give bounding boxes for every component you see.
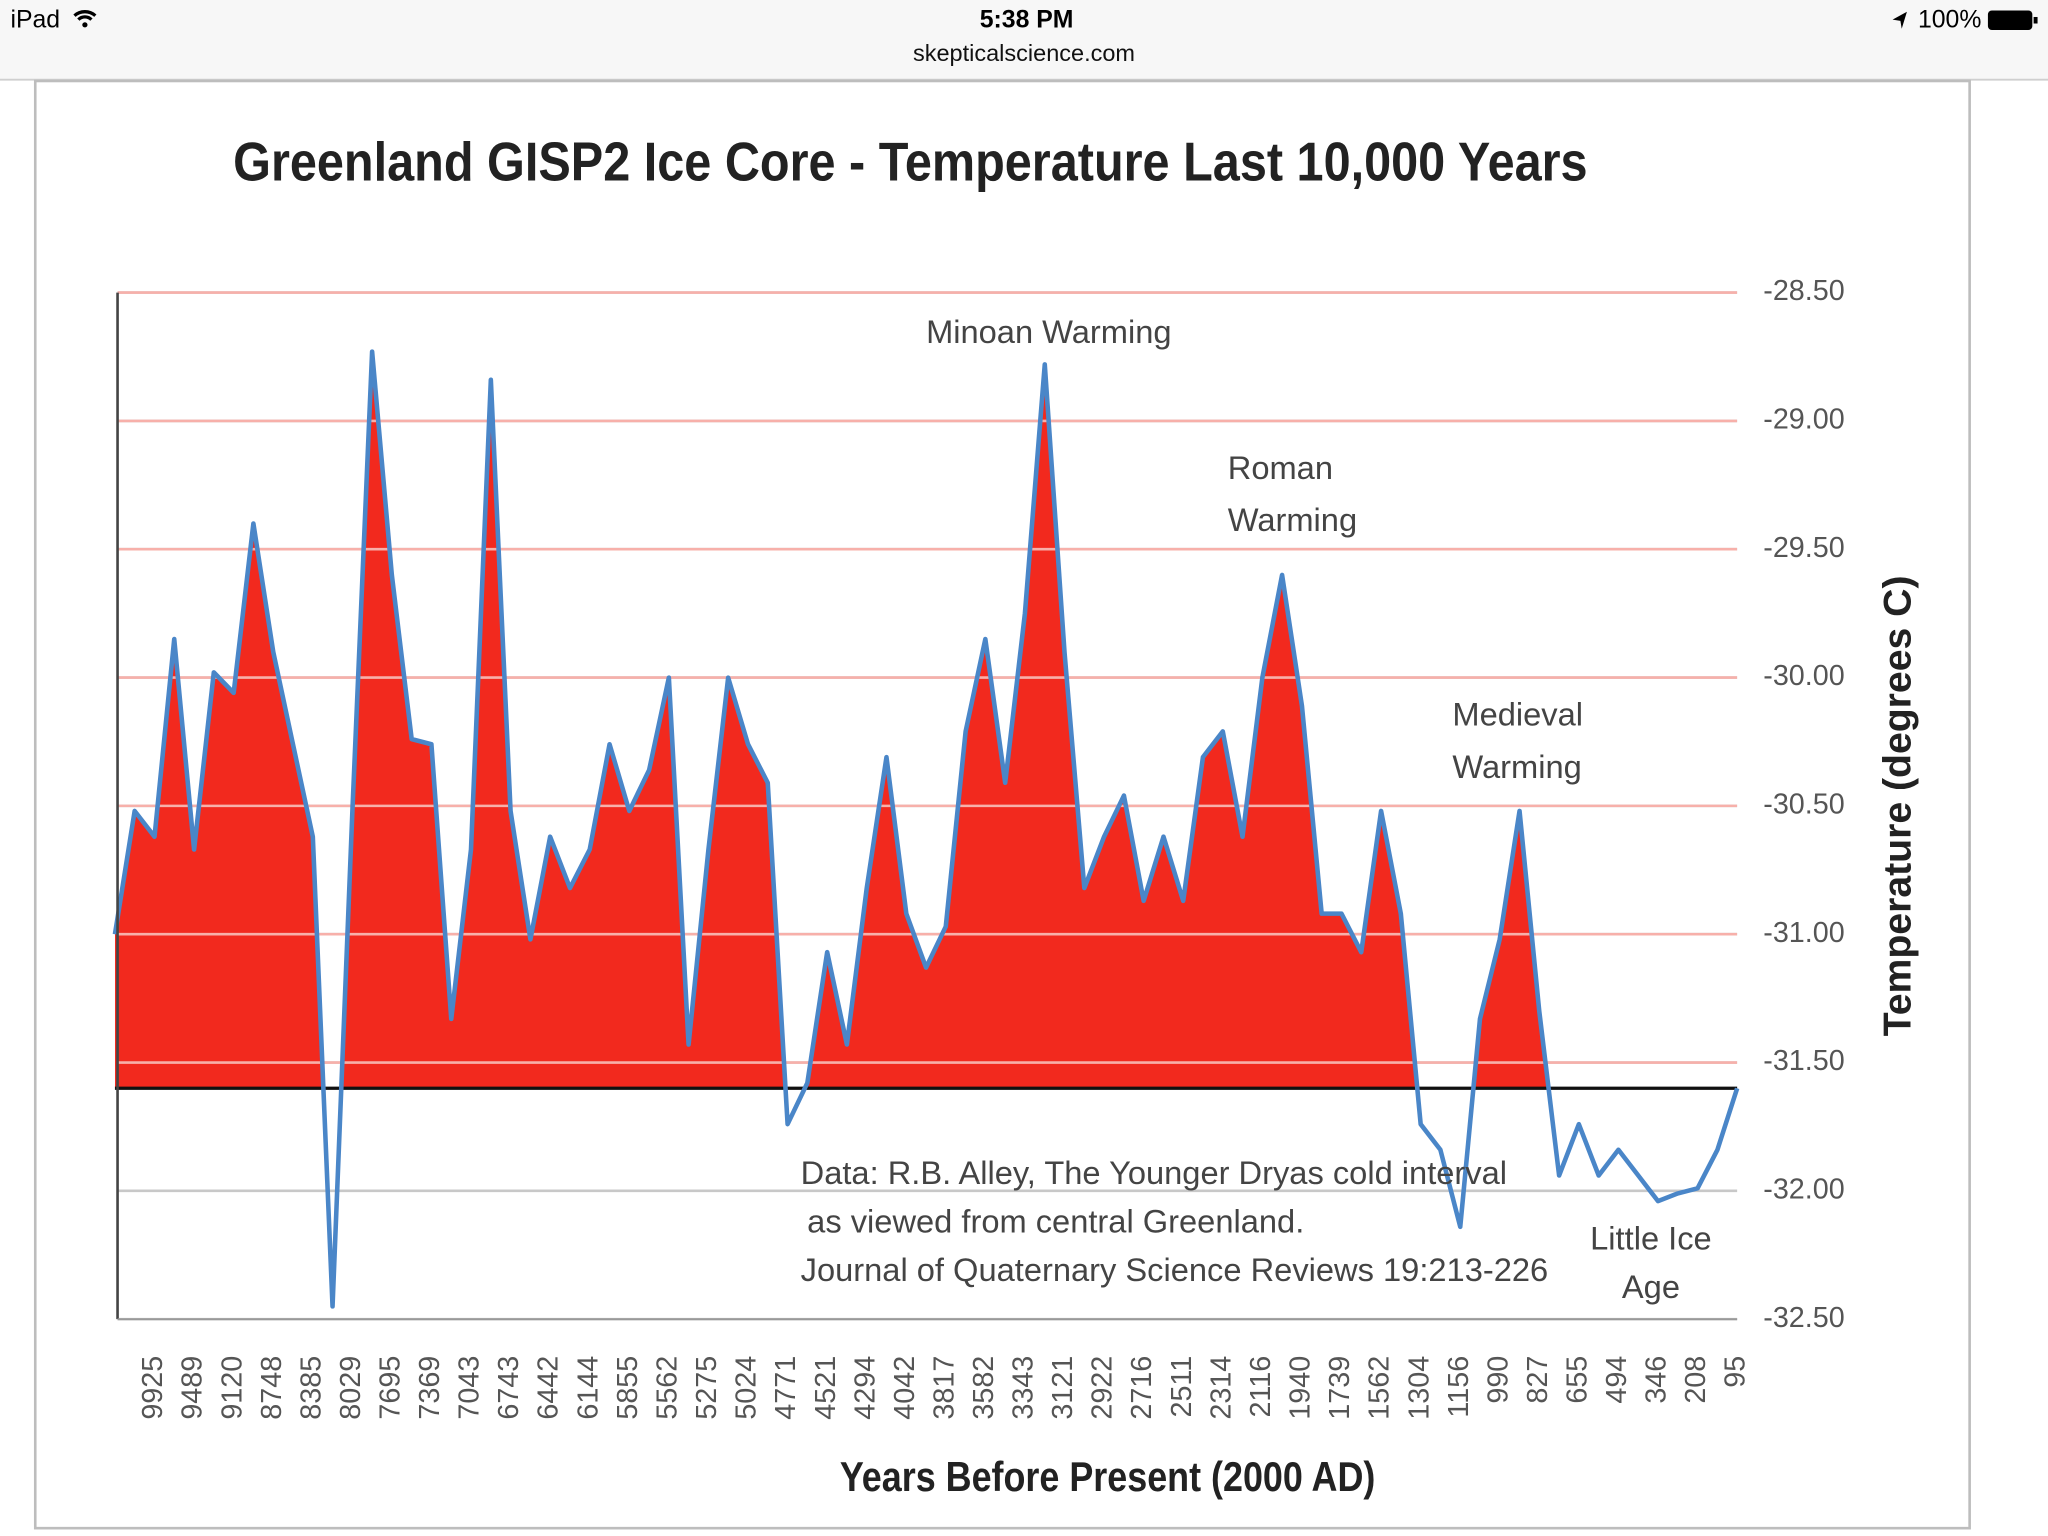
x-tick-label: 9489 [177, 1356, 209, 1420]
battery-tip [2033, 16, 2038, 24]
annotation: Minoan Warming [926, 313, 1172, 350]
device: iPad [10, 6, 60, 33]
x-tick-label: 5275 [691, 1356, 723, 1420]
x-tick-label: 3582 [968, 1356, 1000, 1420]
y-tick-label: -32.00 [1763, 1173, 1844, 1205]
x-tick-label: 4771 [770, 1356, 802, 1420]
x-tick-label: 346 [1641, 1356, 1673, 1404]
y-tick-label: -29.00 [1763, 403, 1844, 435]
y-tick-label: -30.00 [1763, 660, 1844, 692]
annotation: Warming [1228, 501, 1357, 538]
x-tick-label: 2511 [1166, 1356, 1198, 1418]
annotation: Little Ice [1590, 1219, 1712, 1256]
y-tick-label: -28.50 [1763, 275, 1844, 307]
x-tick-label: 494 [1601, 1356, 1633, 1404]
x-tick-label: 8029 [335, 1356, 367, 1420]
y-axis-title: Temperature (degrees C) [1877, 575, 1920, 1036]
x-tick-label: 2716 [1126, 1356, 1158, 1420]
x-tick-label: 1562 [1364, 1356, 1396, 1420]
y-tick-label: -30.50 [1763, 788, 1844, 820]
x-tick-label: 9120 [216, 1356, 248, 1420]
x-tick-label: 5562 [651, 1356, 683, 1420]
x-tick-label: 655 [1561, 1356, 1593, 1404]
x-tick-label: 3121 [1047, 1356, 1079, 1420]
x-tick-label: 1940 [1285, 1356, 1317, 1420]
x-tick-label: 7369 [414, 1356, 446, 1420]
x-tick-label: 2314 [1205, 1356, 1237, 1420]
x-tick-label: 4294 [849, 1356, 881, 1420]
wifi-icon [73, 10, 97, 21]
x-tick-label: 1739 [1324, 1356, 1356, 1420]
x-tick-label: 5855 [612, 1356, 644, 1420]
battery-level: 100% [1918, 6, 1981, 33]
x-tick-label: 6144 [572, 1356, 604, 1420]
wifi-dot [82, 22, 88, 28]
x-tick-label: 990 [1482, 1356, 1514, 1404]
area [114, 351, 1738, 1089]
chart-title: Greenland GISP2 Ice Core - Temperature L… [233, 130, 1587, 192]
x-tick-label: 8385 [295, 1356, 327, 1420]
y-tick-label: -31.50 [1763, 1045, 1844, 1077]
annotation: Warming [1452, 748, 1581, 785]
x-tick-label: 1156 [1443, 1356, 1475, 1418]
time: 5:38 PM [980, 6, 1074, 33]
annotation: Age [1622, 1268, 1680, 1305]
x-tick-label: 3817 [928, 1356, 960, 1420]
x-tick-label: 6743 [493, 1356, 525, 1420]
status-bar [0, 0, 2048, 80]
annotation: as viewed from central Greenland. [807, 1202, 1304, 1239]
x-tick-label: 2116 [1245, 1356, 1277, 1418]
x-tick-label: 8748 [256, 1356, 288, 1420]
y-tick-label: -29.50 [1763, 532, 1844, 564]
x-tick-label: 1304 [1403, 1356, 1435, 1420]
x-tick-label: 208 [1680, 1356, 1712, 1404]
y-tick-label: -32.50 [1763, 1302, 1844, 1334]
x-tick-label: 3343 [1008, 1356, 1040, 1420]
url[interactable]: skepticalscience.com [913, 40, 1135, 66]
x-tick-label: 827 [1522, 1356, 1554, 1404]
x-tick-label: 6442 [533, 1356, 565, 1420]
battery-icon [1987, 10, 2033, 31]
annotation: Medieval [1452, 696, 1583, 733]
annotation: Roman [1228, 449, 1333, 486]
annotation: Journal of Quaternary Science Reviews 19… [801, 1251, 1549, 1288]
x-tick-label: 4521 [810, 1356, 842, 1420]
line [112, 349, 1740, 1309]
x-tick-label: 7695 [374, 1356, 406, 1420]
x-tick-label: 5024 [731, 1356, 763, 1420]
x-axis-title: Years Before Present (2000 AD) [840, 1453, 1376, 1500]
x-tick-label: 4042 [889, 1356, 921, 1420]
x-tick-label: 9925 [137, 1356, 169, 1420]
x-tick-label: 2922 [1087, 1356, 1119, 1420]
x-tick-label: 7043 [454, 1356, 486, 1420]
location-icon [1892, 11, 1907, 29]
y-tick-label: -31.00 [1763, 917, 1844, 949]
annotation: Data: R.B. Alley, The Younger Dryas cold… [801, 1154, 1507, 1191]
x-tick-label: 95 [1720, 1356, 1752, 1388]
